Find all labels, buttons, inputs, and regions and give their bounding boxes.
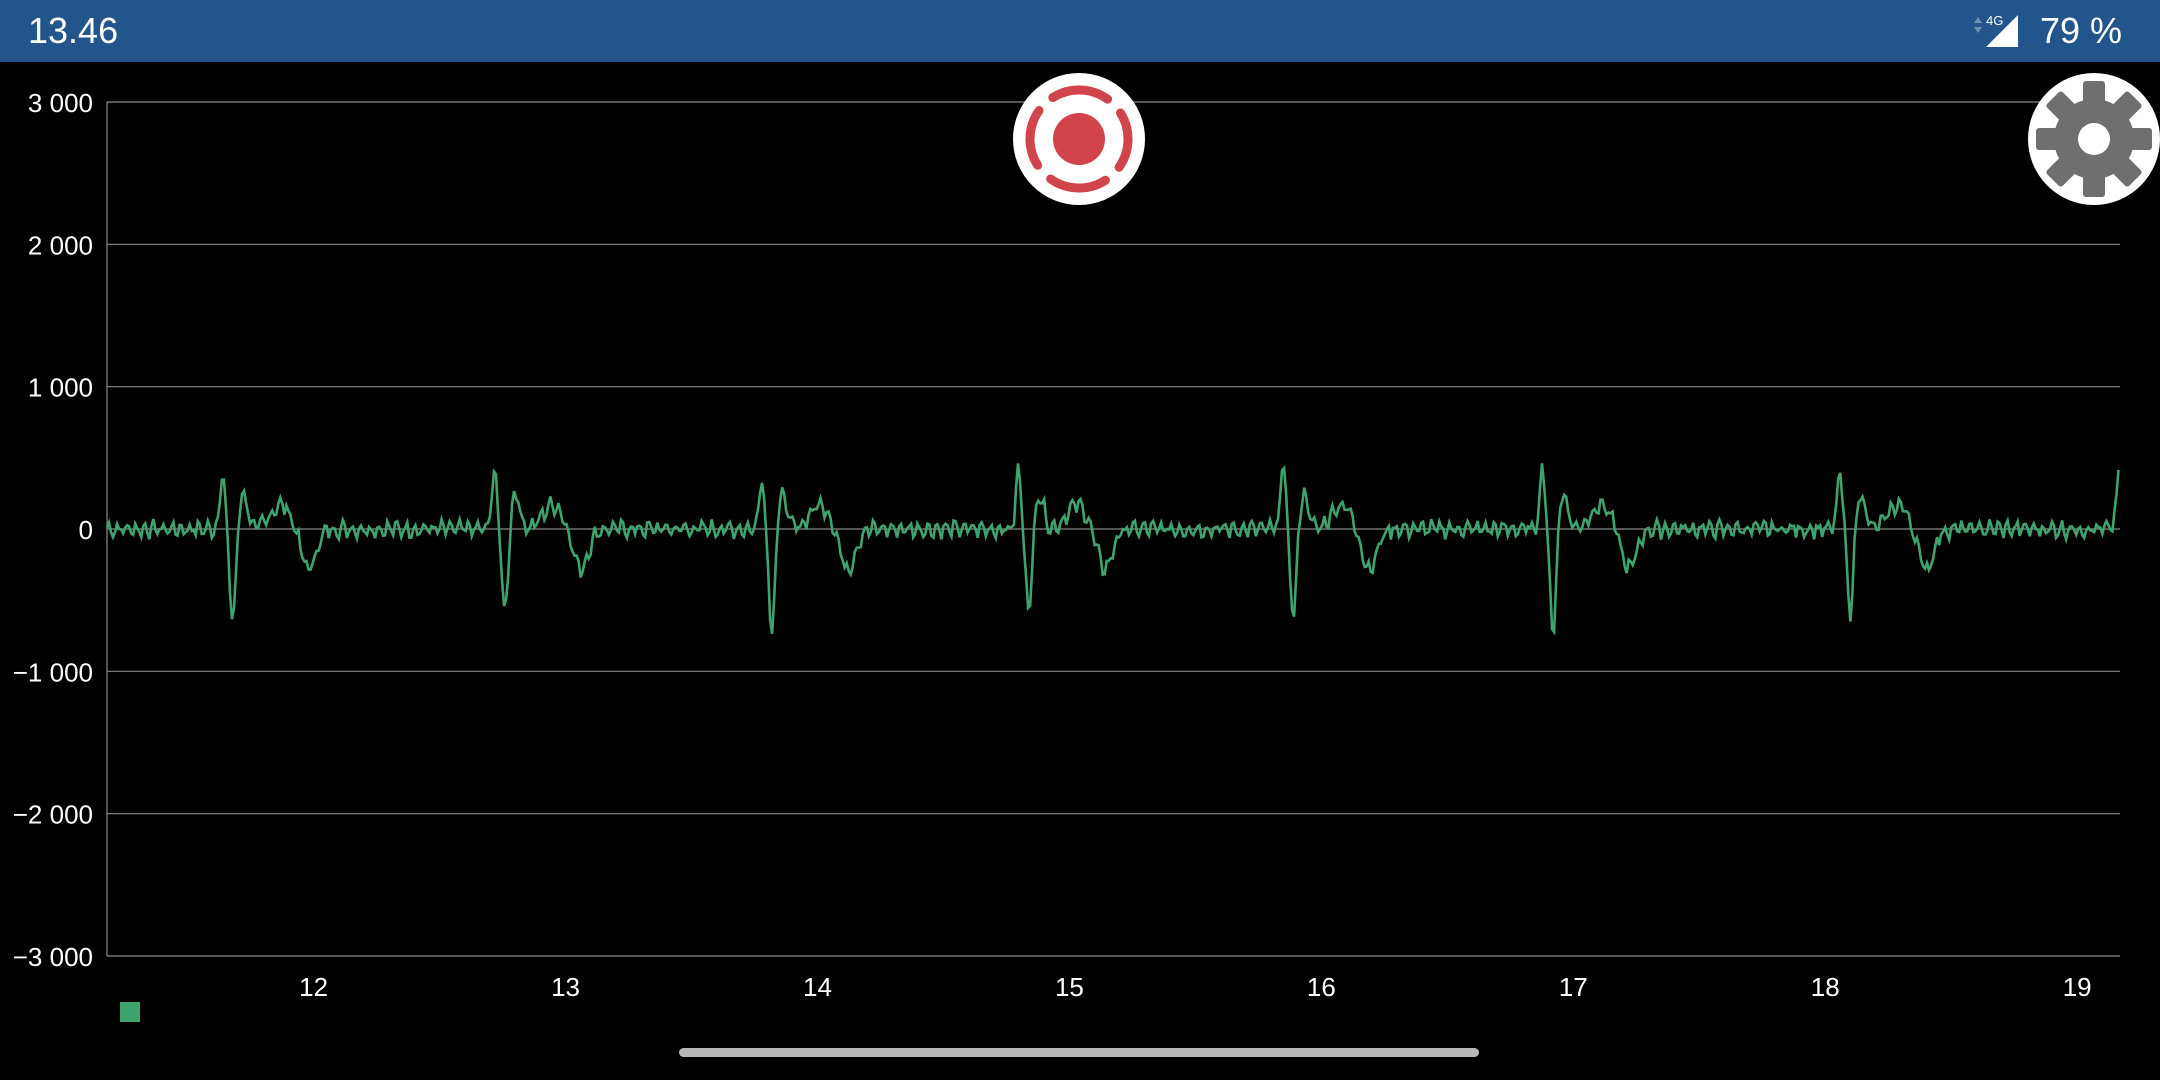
- x-tick-label: 18: [1811, 972, 1840, 1002]
- x-axis-ticks: 12 13 14 15 16 17 18 19: [299, 972, 2092, 1002]
- y-tick-label: −3 000: [13, 942, 93, 972]
- gear-icon: [2036, 81, 2152, 197]
- x-tick-label: 17: [1559, 972, 1588, 1002]
- x-tick-label: 14: [803, 972, 832, 1002]
- y-axis-ticks: 3 000 2 000 1 000 0 −1 000 −2 000 −3 000: [13, 88, 93, 972]
- battery-level: 79 %: [2039, 10, 2122, 51]
- record-icon: [1025, 85, 1133, 193]
- series-line: [105, 463, 2120, 636]
- network-type-label: 4G: [1986, 13, 2003, 28]
- y-tick-label: 3 000: [28, 88, 93, 118]
- status-time: 13.46: [28, 10, 119, 51]
- x-tick-label: 13: [551, 972, 580, 1002]
- y-tick-label: 1 000: [28, 373, 93, 403]
- y-tick-label: 2 000: [28, 230, 93, 260]
- x-tick-label: 16: [1307, 972, 1336, 1002]
- y-tick-label: −2 000: [13, 800, 93, 830]
- settings-button[interactable]: [2028, 73, 2160, 205]
- x-tick-label: 19: [2063, 972, 2092, 1002]
- x-tick-label: 15: [1055, 972, 1084, 1002]
- y-tick-label: −1 000: [13, 657, 93, 687]
- status-icons: 4G 79 %: [1964, 0, 2122, 62]
- legend-swatch: [120, 1002, 140, 1022]
- x-tick-label: 12: [299, 972, 328, 1002]
- home-indicator[interactable]: [679, 1048, 1479, 1057]
- status-bar: 13.46 4G 79 %: [0, 0, 2160, 62]
- cellular-signal-icon: 4G: [1964, 11, 2024, 51]
- record-button[interactable]: [1013, 73, 1145, 205]
- y-tick-label: 0: [79, 515, 93, 545]
